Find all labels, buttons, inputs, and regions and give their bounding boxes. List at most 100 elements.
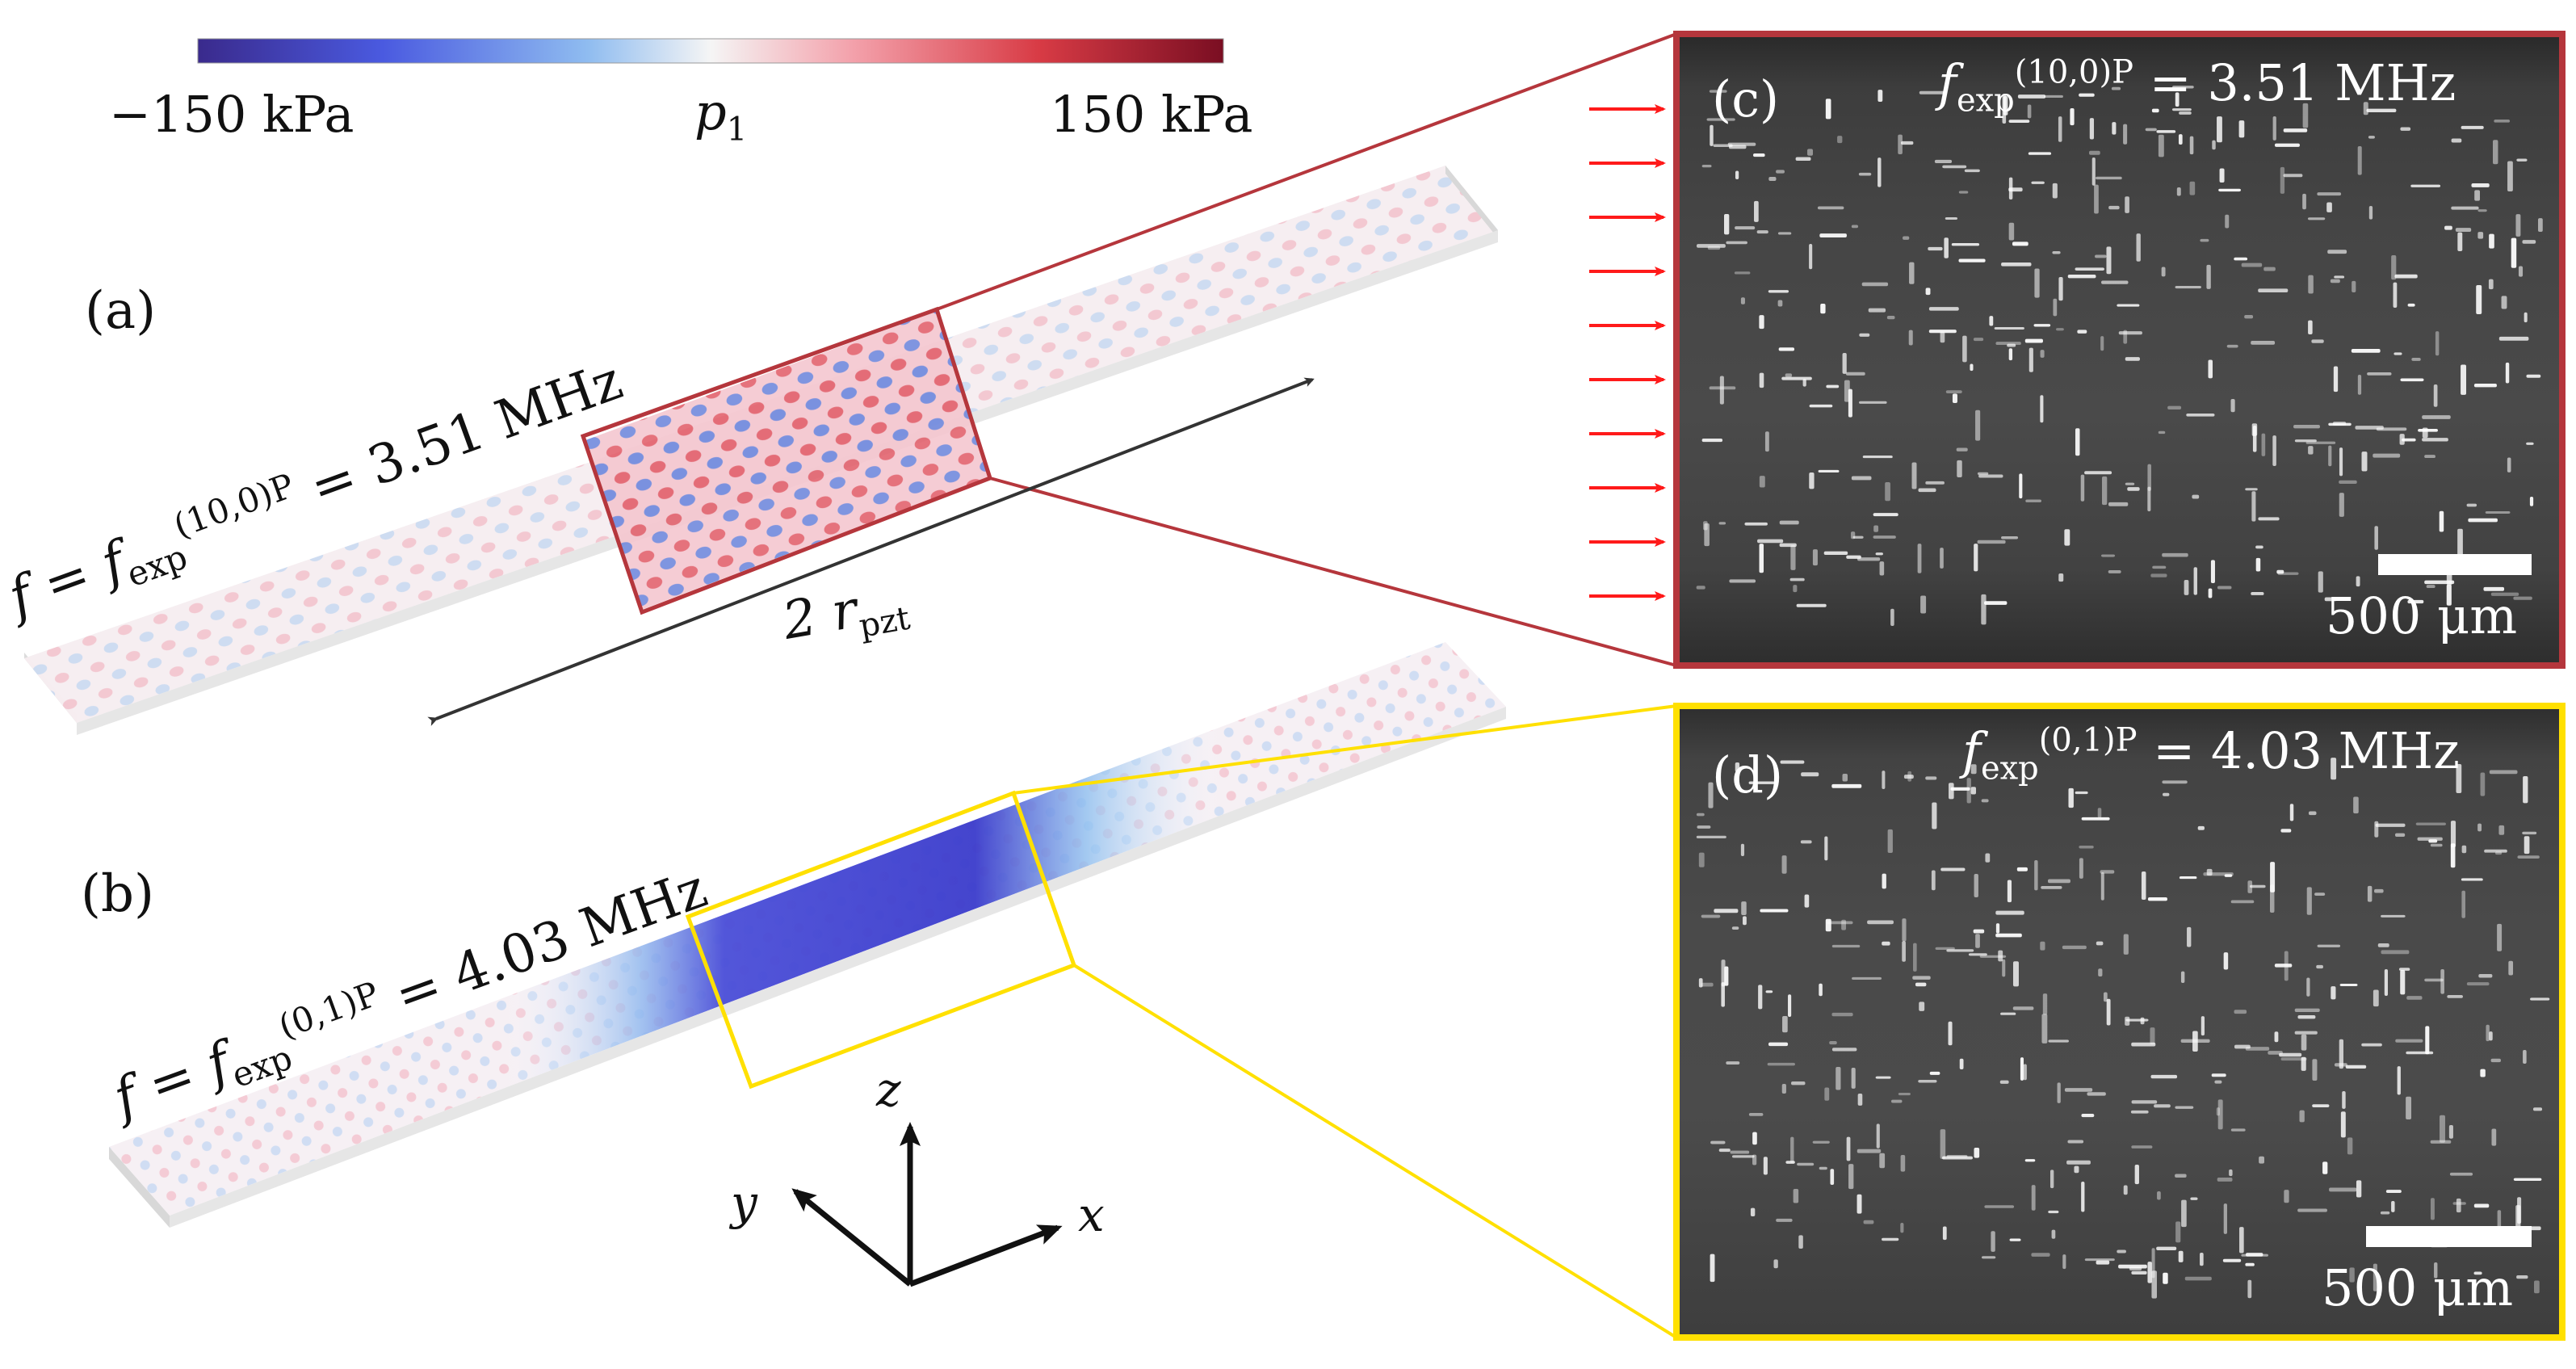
particle-streak	[2053, 298, 2058, 317]
particle-streak	[2081, 1182, 2085, 1212]
particle-streak	[2150, 1074, 2178, 1079]
particle-streak	[2151, 1248, 2155, 1279]
particle-streak	[1903, 775, 1914, 779]
panel-b-letter: (b)	[81, 864, 154, 924]
particle-streak	[2352, 280, 2356, 293]
particle-streak	[1807, 149, 1813, 156]
particle-streak	[2461, 125, 2484, 129]
particle-streak	[2230, 900, 2255, 904]
particle-streak	[1721, 982, 1725, 1007]
particle-streak	[2326, 202, 2332, 212]
particle-streak	[1721, 960, 1726, 987]
particle-streak	[2176, 187, 2181, 196]
particle-streak	[2057, 1082, 2061, 1103]
particle-streak	[2384, 969, 2389, 996]
particle-streak	[2001, 262, 2032, 267]
particle-streak	[2028, 347, 2033, 372]
particle-streak	[2226, 344, 2238, 348]
particle-streak	[1701, 982, 1714, 987]
particle-streak	[1886, 315, 1895, 320]
particle-streak	[2498, 825, 2505, 835]
particle-streak	[2167, 405, 2182, 409]
particle-streak	[1845, 372, 1865, 376]
particle-streak	[1873, 513, 1898, 517]
particle-streak	[2217, 586, 2232, 590]
particle-streak	[2394, 833, 2406, 837]
particle-streak	[2151, 1270, 2157, 1299]
particle-streak	[2289, 804, 2294, 821]
particle-streak	[2200, 1252, 2204, 1266]
particle-streak	[2175, 1106, 2194, 1109]
particle-streak	[1912, 976, 1931, 980]
particle-streak	[2158, 430, 2166, 435]
particle-streak	[2108, 569, 2121, 573]
particle-streak	[2040, 941, 2045, 951]
particle-streak	[2297, 1014, 2316, 1019]
particle-streak	[1731, 926, 1739, 930]
scale-bar-d	[2366, 1226, 2532, 1247]
particle-streak	[2251, 591, 2264, 595]
particle-streak	[2455, 228, 2472, 233]
particle-streak	[1824, 1087, 1830, 1101]
particle-streak	[1974, 874, 1978, 897]
particle-streak	[2009, 1238, 2021, 1241]
particle-streak	[2331, 758, 2337, 780]
particle-streaks-c	[1696, 86, 2543, 627]
particle-streak	[1964, 169, 1980, 173]
particle-streak	[2363, 102, 2368, 115]
particle-streak	[2322, 1161, 2328, 1174]
particle-streak	[1823, 551, 1848, 555]
particle-streak	[1768, 1042, 1789, 1047]
particle-streak	[2184, 579, 2189, 595]
particle-streak	[2534, 1280, 2540, 1294]
particle-streak	[2329, 1187, 2357, 1192]
particle-streak	[1981, 594, 1987, 625]
particle-streak	[2094, 184, 2099, 214]
particle-streak	[2042, 993, 2048, 1015]
particle-streak	[2368, 205, 2373, 220]
particle-streak	[2216, 1107, 2220, 1116]
particle-streak	[1731, 1155, 1755, 1158]
particle-streak	[1778, 347, 1795, 351]
particle-streak	[2393, 282, 2398, 309]
particle-streak	[2526, 374, 2541, 378]
particle-streak	[2007, 880, 2012, 903]
particle-streak	[1932, 802, 1937, 829]
particle-streak	[2096, 176, 2122, 180]
particle-streak	[2255, 557, 2261, 572]
particle-streak	[2328, 445, 2332, 467]
particle-streak	[2480, 1069, 2486, 1077]
particle-streak	[1756, 230, 1768, 234]
particle-streak	[2193, 567, 2197, 595]
particle-streak	[2293, 424, 2320, 429]
particle-streak	[2367, 885, 2373, 902]
particle-streak	[2356, 1180, 2362, 1198]
particle-streak	[2125, 482, 2135, 485]
particle-streak	[2398, 968, 2410, 971]
y-axis	[791, 1188, 913, 1287]
particle-streak	[1724, 214, 1730, 235]
particle-streak	[1846, 1136, 1851, 1161]
particle-streak	[2332, 422, 2347, 426]
particle-streak	[2451, 206, 2479, 210]
particle-streak	[1798, 1235, 1803, 1249]
particle-streak	[1928, 330, 1957, 334]
particle-streak	[2497, 1210, 2502, 1230]
inflow-arrows	[1589, 104, 1666, 601]
particle-streak	[2225, 214, 2230, 229]
particle-streak	[1882, 873, 1886, 889]
particle-streak	[1703, 521, 1708, 531]
particle-streak	[2212, 140, 2216, 150]
particle-streak	[1977, 472, 1989, 476]
particle-streak	[2530, 1226, 2541, 1231]
particle-streak	[2125, 357, 2140, 361]
particle-streak	[2178, 1250, 2184, 1262]
particle-streak	[1812, 1140, 1830, 1144]
particle-streak	[1877, 90, 1883, 102]
particle-streak	[1800, 840, 1812, 844]
particle-streak	[1790, 545, 1796, 570]
particle-streak	[2399, 434, 2405, 445]
particle-streak	[2136, 233, 2141, 262]
particle-streak	[1791, 1081, 1806, 1086]
